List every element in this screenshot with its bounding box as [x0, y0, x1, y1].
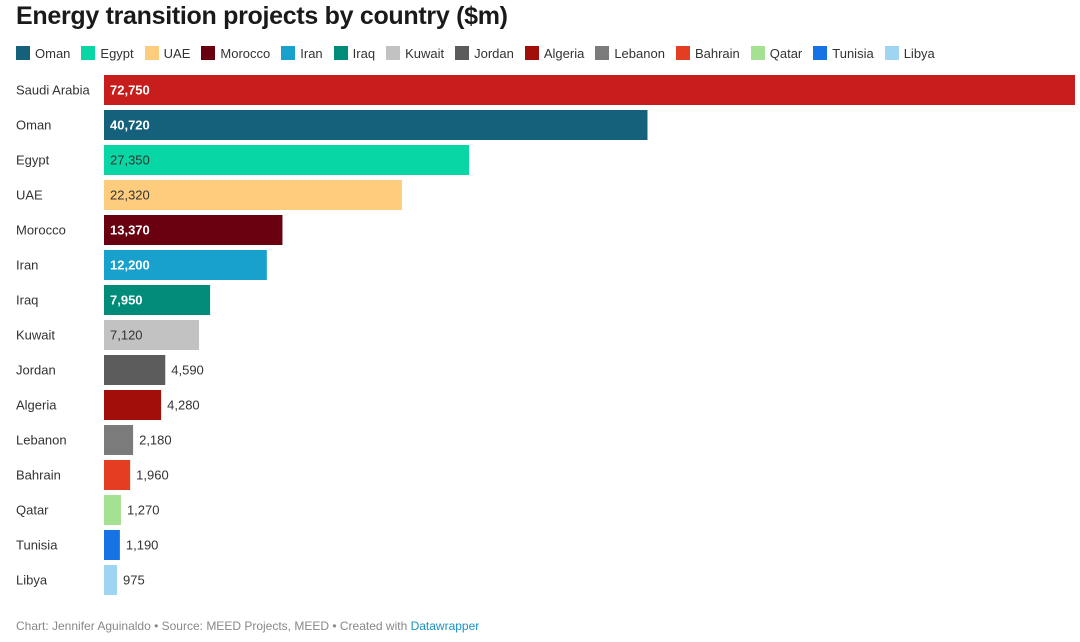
category-label: Algeria — [16, 398, 57, 413]
legend-swatch — [333, 46, 348, 60]
category-label: Kuwait — [16, 328, 55, 343]
value-label: 7,120 — [110, 328, 143, 343]
bar — [104, 250, 267, 280]
category-label: UAE — [16, 188, 43, 203]
legend-label: Qatar — [769, 45, 803, 61]
chart-title: Energy transition projects by country ($… — [16, 2, 508, 30]
legend-label: Iran — [300, 45, 323, 61]
legend-label: Morocco — [220, 45, 271, 61]
value-label: 4,590 — [171, 363, 204, 378]
value-label: 1,960 — [136, 468, 169, 483]
legend-item: Bahrain — [675, 45, 740, 61]
legend-item: Lebanon — [595, 46, 665, 61]
bar — [104, 565, 118, 595]
category-label: Iraq — [16, 293, 38, 308]
bar — [104, 285, 211, 315]
legend-swatch — [524, 46, 539, 60]
legend-item: Iraq — [333, 45, 376, 61]
category-label: Morocco — [16, 223, 66, 238]
bar — [104, 495, 121, 525]
value-label: 72,750 — [110, 83, 150, 98]
category-label: Qatar — [16, 503, 49, 518]
legend-item: Kuwait — [386, 46, 444, 61]
legend-swatch — [281, 46, 296, 60]
legend-label: UAE — [163, 45, 191, 61]
legend-swatch — [144, 46, 159, 60]
legend-item: Algeria — [524, 45, 585, 61]
legend-item: Oman — [16, 46, 70, 61]
value-label: 1,270 — [127, 503, 160, 518]
legend-item: Iran — [281, 45, 323, 61]
bar — [104, 110, 648, 140]
bar-chart-svg: Saudi Arabia 72,750 Oman 40,720 Egypt 27,350 U… — [16, 75, 1075, 595]
legend-swatch — [16, 46, 30, 60]
category-label: Jordan — [16, 363, 56, 378]
legend-label: Bahrain — [694, 45, 740, 61]
bar — [104, 145, 470, 175]
bar — [104, 355, 166, 385]
legend-swatch — [595, 46, 610, 60]
legend-label: Egypt — [100, 45, 134, 61]
bar — [104, 75, 1075, 105]
legend-swatch — [675, 46, 690, 60]
legend-swatch — [813, 46, 828, 60]
legend-swatch — [386, 46, 401, 60]
legend-label: Algeria — [543, 45, 585, 61]
legend-label: Tunisia — [832, 45, 874, 61]
category-label: Oman — [16, 118, 51, 133]
legend-swatch — [455, 46, 470, 60]
legend-swatch — [81, 46, 96, 60]
legend-label: Oman — [35, 45, 71, 61]
legend-label: Kuwait — [405, 45, 445, 61]
category-label: Egypt — [16, 153, 50, 168]
value-label: 1,190 — [126, 538, 159, 553]
bar — [104, 530, 120, 560]
legend-item: Egypt — [81, 45, 134, 61]
chart-legend: Oman Egypt UAE Morocco Iran Iraq Kuwait Jordan A… — [16, 44, 1076, 62]
value-label: 4,280 — [167, 398, 200, 413]
datawrapper-link[interactable]: Datawrapper — [410, 619, 480, 633]
value-label: 12,200 — [110, 258, 150, 273]
value-label: 975 — [123, 573, 145, 588]
legend-item: Libya — [884, 45, 935, 61]
bar — [104, 425, 134, 455]
bar — [104, 180, 402, 210]
category-label: Saudi Arabia — [16, 83, 90, 98]
bar — [104, 460, 131, 490]
legend-item: Tunisia — [813, 45, 874, 61]
footer-credit: Chart: Jennifer Aguinaldo • Source: MEED… — [16, 619, 411, 633]
legend-swatch — [750, 46, 765, 60]
value-label: 27,350 — [110, 153, 150, 168]
bar — [104, 320, 200, 350]
bar — [104, 390, 162, 420]
category-label: Libya — [16, 573, 48, 588]
legend-swatch — [884, 46, 899, 60]
category-label: Lebanon — [16, 433, 67, 448]
legend-item: Jordan — [455, 46, 514, 61]
legend-label: Lebanon — [614, 45, 665, 61]
legend-label: Libya — [903, 45, 935, 61]
legend-item: UAE — [144, 45, 191, 61]
legend-label: Iraq — [352, 45, 376, 61]
bar — [104, 215, 283, 245]
value-label: 22,320 — [110, 188, 150, 203]
value-label: 2,180 — [139, 433, 172, 448]
chart-footer: Chart: Jennifer Aguinaldo • Source: MEED… — [16, 619, 479, 633]
category-label: Iran — [16, 258, 38, 273]
category-label: Tunisia — [16, 538, 58, 553]
legend-swatch — [201, 46, 216, 60]
value-label: 40,720 — [110, 118, 150, 133]
legend-item: Morocco — [201, 46, 270, 61]
value-label: 13,370 — [110, 223, 150, 238]
value-label: 7,950 — [110, 293, 143, 308]
legend-item: Qatar — [750, 45, 803, 61]
bar-chart: Saudi Arabia 72,750 Oman 40,720 Egypt 27,350 U… — [0, 70, 1080, 600]
legend-label: Jordan — [474, 45, 514, 61]
category-label: Bahrain — [16, 468, 61, 483]
